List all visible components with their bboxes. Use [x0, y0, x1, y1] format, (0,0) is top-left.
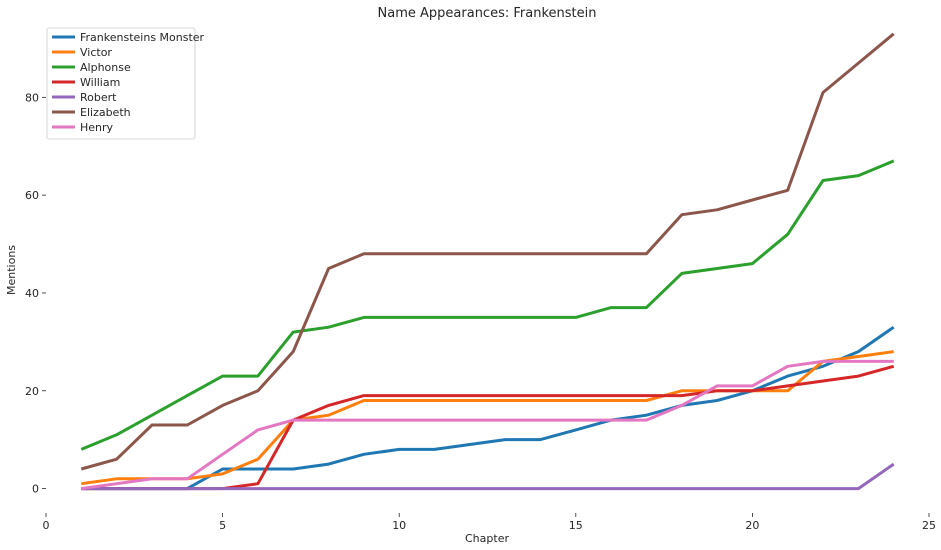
series-line-alphonse	[80, 159, 895, 451]
y-tick-label: 20	[25, 385, 39, 398]
x-tick-label: 5	[219, 519, 226, 532]
x-tick-label: 20	[745, 519, 759, 532]
x-axis: 0 5 10 15 20 25	[43, 513, 936, 532]
x-tick-label: 25	[922, 519, 936, 532]
chart-title: Name Appearances: Frankenstein	[378, 6, 597, 21]
series-line-robert	[81, 462, 895, 491]
series-line-frankensteins-monster	[81, 325, 895, 491]
y-tick-label: 0	[32, 483, 39, 496]
y-tick-label: 80	[25, 91, 39, 104]
x-tick-label: 0	[43, 519, 50, 532]
legend-label-frankensteins-monster: Frankensteins Monster	[80, 31, 205, 44]
legend-label-elizabeth: Elizabeth	[80, 106, 131, 119]
legend-label-william: William	[80, 76, 120, 89]
x-axis-title: Chapter	[465, 532, 509, 545]
plot-area	[80, 32, 895, 491]
legend-label-victor: Victor	[80, 46, 112, 59]
x-tick-label: 10	[392, 519, 406, 532]
series-line-elizabeth	[80, 32, 895, 471]
y-axis: 0 20 40 60 80	[25, 91, 46, 496]
legend-box	[46, 27, 196, 140]
y-axis-title: Mentions	[5, 245, 18, 295]
legend-label-robert: Robert	[80, 91, 117, 104]
x-tick-label: 15	[569, 519, 583, 532]
series-line-henry	[81, 359, 894, 491]
legend-label-alphonse: Alphonse	[80, 61, 131, 74]
legend: Frankensteins Monster Victor Alphonse Willi…	[46, 27, 205, 140]
legend-label-henry: Henry	[80, 121, 114, 134]
y-tick-label: 40	[25, 287, 39, 300]
series-line-william	[81, 364, 895, 491]
y-tick-label: 60	[25, 189, 39, 202]
